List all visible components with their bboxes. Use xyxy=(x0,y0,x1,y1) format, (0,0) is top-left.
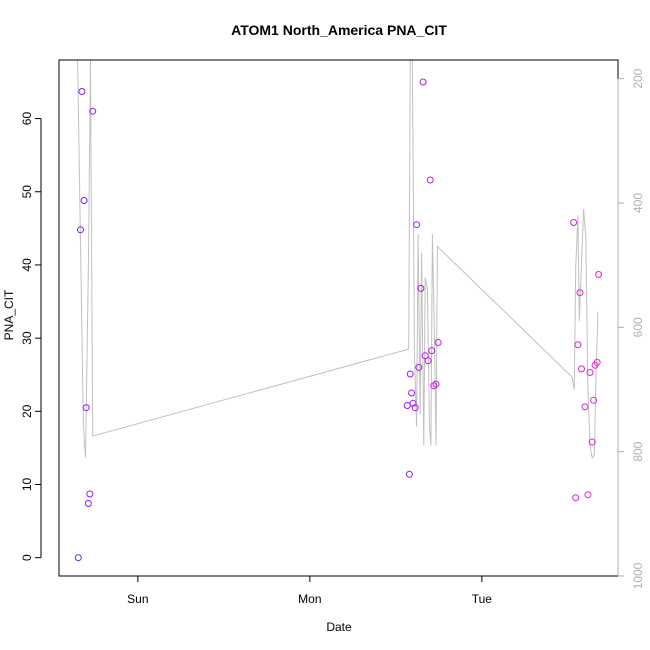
data-point xyxy=(403,402,411,409)
y2-tick-label: 400 xyxy=(631,193,645,213)
data-point xyxy=(77,226,84,234)
data-point xyxy=(426,176,434,184)
y2-tick-label: 1000 xyxy=(631,562,645,589)
data-point xyxy=(408,389,416,397)
data-point xyxy=(578,365,585,373)
data-point xyxy=(572,494,580,502)
data-point xyxy=(576,289,584,297)
y-axis-label: PNA_CIT xyxy=(2,289,16,340)
pressure-line xyxy=(77,60,599,460)
data-point xyxy=(409,399,417,407)
data-point xyxy=(82,404,90,412)
y-tick-label: 20 xyxy=(20,404,34,418)
data-point xyxy=(434,339,442,346)
data-point xyxy=(419,78,427,86)
plot-frame xyxy=(58,59,619,577)
data-point xyxy=(570,219,578,226)
data-point xyxy=(588,438,596,446)
x-tick-label: Mon xyxy=(298,592,321,606)
y-tick-label: 40 xyxy=(20,258,34,272)
y-tick-label: 30 xyxy=(20,331,34,345)
y-tick-label: 10 xyxy=(20,478,34,492)
chart-title: ATOM1 North_America PNA_CIT xyxy=(231,22,447,38)
y-tick-label: 50 xyxy=(20,185,34,199)
y-tick-label: 0 xyxy=(20,554,34,561)
x-tick-label: Sun xyxy=(127,592,148,606)
y2-tick-label: 600 xyxy=(631,317,645,337)
data-point xyxy=(413,221,421,229)
data-point xyxy=(405,470,413,478)
data-point xyxy=(89,107,97,115)
data-point xyxy=(581,403,589,411)
data-point xyxy=(415,363,423,371)
data-point xyxy=(595,271,603,278)
y2-tick-label: 800 xyxy=(631,441,645,461)
data-point xyxy=(432,380,440,388)
data-point xyxy=(584,491,592,499)
x-tick-label: Tue xyxy=(472,592,493,606)
data-point xyxy=(411,404,419,412)
data-point xyxy=(574,341,582,349)
x-axis-label: Date xyxy=(326,620,352,634)
data-point xyxy=(86,490,94,498)
data-point xyxy=(80,197,88,204)
pressure-line-layer xyxy=(77,60,599,460)
y-tick-label: 60 xyxy=(20,112,34,126)
data-point xyxy=(421,352,429,360)
scatter-points-layer xyxy=(74,78,603,562)
data-point xyxy=(593,358,601,366)
axes-layer: 0 10 20 30 40 50 60 Sun Mon Tue 200 400 600 800 1000 xyxy=(20,59,645,606)
data-point xyxy=(586,369,594,376)
data-point xyxy=(78,88,86,95)
data-point xyxy=(428,347,436,355)
data-point xyxy=(417,284,425,292)
data-point xyxy=(424,357,432,365)
data-point xyxy=(406,370,414,378)
y2-tick-label: 200 xyxy=(631,68,645,88)
data-point xyxy=(84,500,92,507)
data-point xyxy=(590,396,598,404)
data-point xyxy=(74,554,82,562)
